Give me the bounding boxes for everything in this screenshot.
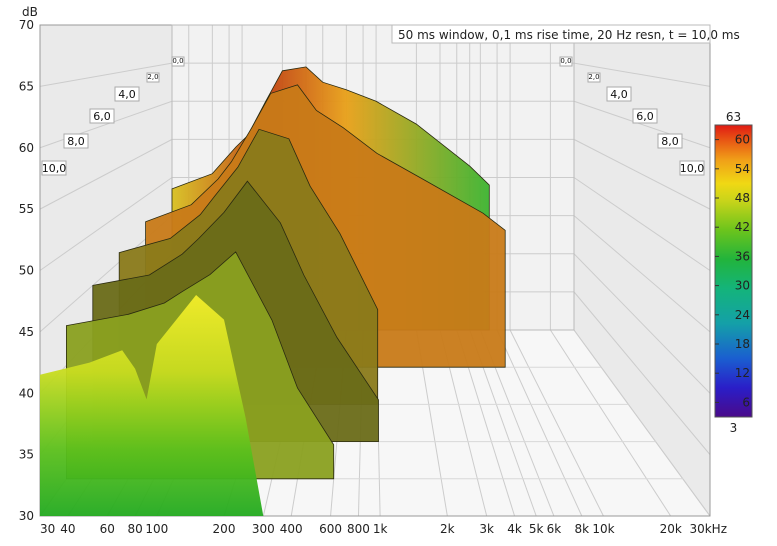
time-tick-label-right: 4,0 [610,88,628,101]
grid-line-side [573,177,711,271]
time-tick-box [171,56,185,67]
x-tick-label: 80 [127,522,142,536]
time-tick-box [146,72,160,83]
colorbar-tick-label: 6 [742,395,750,409]
x-tick-label: 40 [60,522,75,536]
grid-line-side [573,215,711,333]
x-tick-label: 30kHz [689,522,727,536]
x-tick-label: 8k [575,522,590,536]
x-tick-label: 60 [100,522,115,536]
x-tick-label: 30 [40,522,55,536]
y-tick-label: 45 [19,325,34,339]
waterfall-surface [40,66,506,516]
time-tick-label-left: 6,0 [93,110,111,123]
annotation-box: 50 ms window, 0,1 ms rise time, 20 Hz re… [391,24,740,44]
y-tick-label: 65 [19,79,34,93]
colorbar-tick-label: 18 [735,337,750,351]
grid-line-floor [509,329,604,517]
time-tick-box [606,86,632,102]
colorbar-max-label: 63 [726,110,741,124]
x-tick-label: 2k [440,522,455,536]
x-tick-label: 6k [547,522,562,536]
y-tick-label: 50 [19,264,34,278]
grid-line-side [573,62,711,87]
time-tick-box [587,72,601,83]
x-tick-label: 10k [592,522,614,536]
x-tick-label: 100 [145,522,168,536]
time-tick-box [63,133,89,149]
colorbar-tick-label: 48 [735,191,750,205]
grid-line-side [39,138,173,210]
time-tick-label-left: 2,0 [147,73,158,81]
colorbar-tick-label: 60 [735,133,750,147]
x-tick-label: 600 [319,522,342,536]
x-tick-label: 300 [252,522,275,536]
time-tick-label-right: 6,0 [636,110,654,123]
x-tick-label: 800 [347,522,370,536]
y-axis-label: dB [22,5,38,19]
colorbar-min-label: 3 [730,421,738,435]
grid-line-side [573,138,711,210]
colorbar-tick-label: 42 [735,220,750,234]
x-tick-label: 1k [373,522,388,536]
y-tick-label: 60 [19,141,34,155]
y-tick-label: 55 [19,202,34,216]
time-tick-label-left: 0,0 [172,57,183,65]
y-tick-label: 70 [19,18,34,32]
time-tick-box [559,56,573,67]
x-tick-label: 20k [660,522,682,536]
colorbar-tick-label: 30 [735,279,750,293]
time-tick-label-right: 0,0 [560,57,571,65]
grid-line-side [573,253,711,394]
time-tick-label-left: 4,0 [118,88,136,101]
time-tick-label-left: 10,0 [42,162,67,175]
time-tick-box [41,160,67,176]
time-tick-label-right: 2,0 [588,73,599,81]
colorbar-tick-label: 36 [735,249,750,263]
waterfall-slice [40,295,264,516]
x-tick-label: 4k [507,522,522,536]
time-tick-label-right: 10,0 [680,162,705,175]
grid-line-side [573,329,711,517]
grid-line-side [573,291,711,455]
colorbar-tick-label: 54 [735,162,750,176]
x-tick-label: 3k [479,522,494,536]
grid-line-side [39,62,173,87]
time-tick-box [657,133,683,149]
x-tick-label: 5k [529,522,544,536]
time-tick-box [114,86,140,102]
y-tick-label: 35 [19,448,34,462]
grid-line-side [39,100,173,149]
colorbar: 63 3 60 54 48 42 36 30 24 18 12 6 [714,110,753,435]
x-tick-label: 200 [213,522,236,536]
colorbar-tick-label: 24 [735,308,750,322]
y-tick-label: 40 [19,386,34,400]
colorbar-gradient [714,124,753,418]
grid-line-floor [496,329,583,517]
time-tick-box [89,108,115,124]
grid-line-side [39,177,173,271]
time-axis: 10,0 8,0 6,0 4,0 2,0 0,0 0,0 2,0 4,0 6,0 8,0 10,0 [41,56,705,176]
annotation-bg [391,24,711,44]
x-tick-label: 400 [280,522,303,536]
time-tick-box [632,108,658,124]
colorbar-tick-label: 12 [735,366,750,380]
time-tick-label-right: 8,0 [661,135,679,148]
grid-line-floor [549,329,672,517]
annotation-text: 50 ms window, 0,1 ms rise time, 20 Hz re… [398,28,740,42]
time-tick-box [679,160,705,176]
time-tick-label-left: 8,0 [67,135,85,148]
y-tick-label: 30 [19,509,34,523]
grid-line-side [573,100,711,149]
